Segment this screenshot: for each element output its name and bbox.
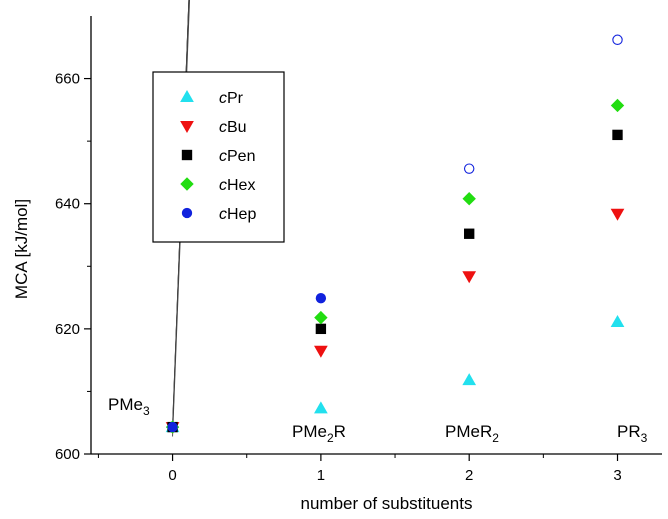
subscript: 2 <box>327 431 334 445</box>
data-point <box>315 293 327 304</box>
data-point <box>462 271 477 284</box>
data-point <box>314 345 328 358</box>
data-point <box>610 314 625 327</box>
legend-label: cPen <box>219 148 255 165</box>
data-point <box>314 310 328 325</box>
legend-name: Pr <box>227 90 244 107</box>
compound-label: PMe2R <box>292 422 346 445</box>
data-point <box>462 192 476 206</box>
data-point <box>181 207 193 219</box>
data-point <box>180 177 194 191</box>
data-point <box>314 401 328 414</box>
y-tick-label: 640 <box>55 196 80 213</box>
data-point <box>462 373 477 386</box>
legend-prefix: c <box>219 90 227 107</box>
legend-name: Pen <box>227 148 255 165</box>
label-text: PMeR <box>445 422 492 441</box>
x-tick-label: 0 <box>168 467 176 484</box>
legend-box <box>152 71 285 243</box>
data-point <box>463 163 475 174</box>
legend-prefix: c <box>219 206 227 223</box>
subscript: 3 <box>641 431 648 445</box>
data-point <box>612 129 623 141</box>
legend-label: cPr <box>219 90 244 107</box>
x-tick-label: 1 <box>317 467 325 484</box>
legend-label: cBu <box>219 119 247 136</box>
y-axis-title: MCA [kJ/mol] <box>12 199 31 299</box>
legend-label: cHex <box>219 177 255 194</box>
data-point <box>610 98 625 113</box>
x-axis-title: number of substituents <box>301 494 473 513</box>
data-point <box>610 208 625 221</box>
legend-name: Hep <box>227 206 256 223</box>
y-tick-label: 620 <box>55 321 80 338</box>
label-text: R <box>334 422 346 441</box>
subscript: 3 <box>143 404 150 418</box>
x-tick-label: 3 <box>613 467 621 484</box>
data-points <box>165 34 625 435</box>
y-tick-label: 660 <box>55 71 80 88</box>
compound-label: PMeR2 <box>445 422 499 445</box>
data-point <box>180 89 194 102</box>
y-tick-label: 600 <box>55 446 80 463</box>
legend-name: Bu <box>227 119 247 136</box>
data-point <box>180 121 194 134</box>
data-point <box>181 149 193 161</box>
data-point <box>612 34 623 46</box>
label-text: PMe <box>292 422 327 441</box>
data-point <box>167 421 178 433</box>
label-text: PR <box>617 422 641 441</box>
label-text: PMe <box>108 395 143 414</box>
data-point <box>315 323 327 335</box>
subscript: 2 <box>492 431 499 445</box>
legend-label: cHep <box>219 206 256 223</box>
legend-prefix: c <box>219 119 227 136</box>
data-point <box>464 228 475 239</box>
compound-label: PMe3 <box>108 395 150 418</box>
compound-label: PR3 <box>617 422 648 445</box>
axes: 0 1 2 3 600 620 640 660 <box>55 16 662 484</box>
legend-prefix: c <box>219 177 227 194</box>
legend-name: Hex <box>227 177 255 194</box>
legend-prefix: c <box>219 148 227 165</box>
x-tick-label: 2 <box>465 467 473 484</box>
